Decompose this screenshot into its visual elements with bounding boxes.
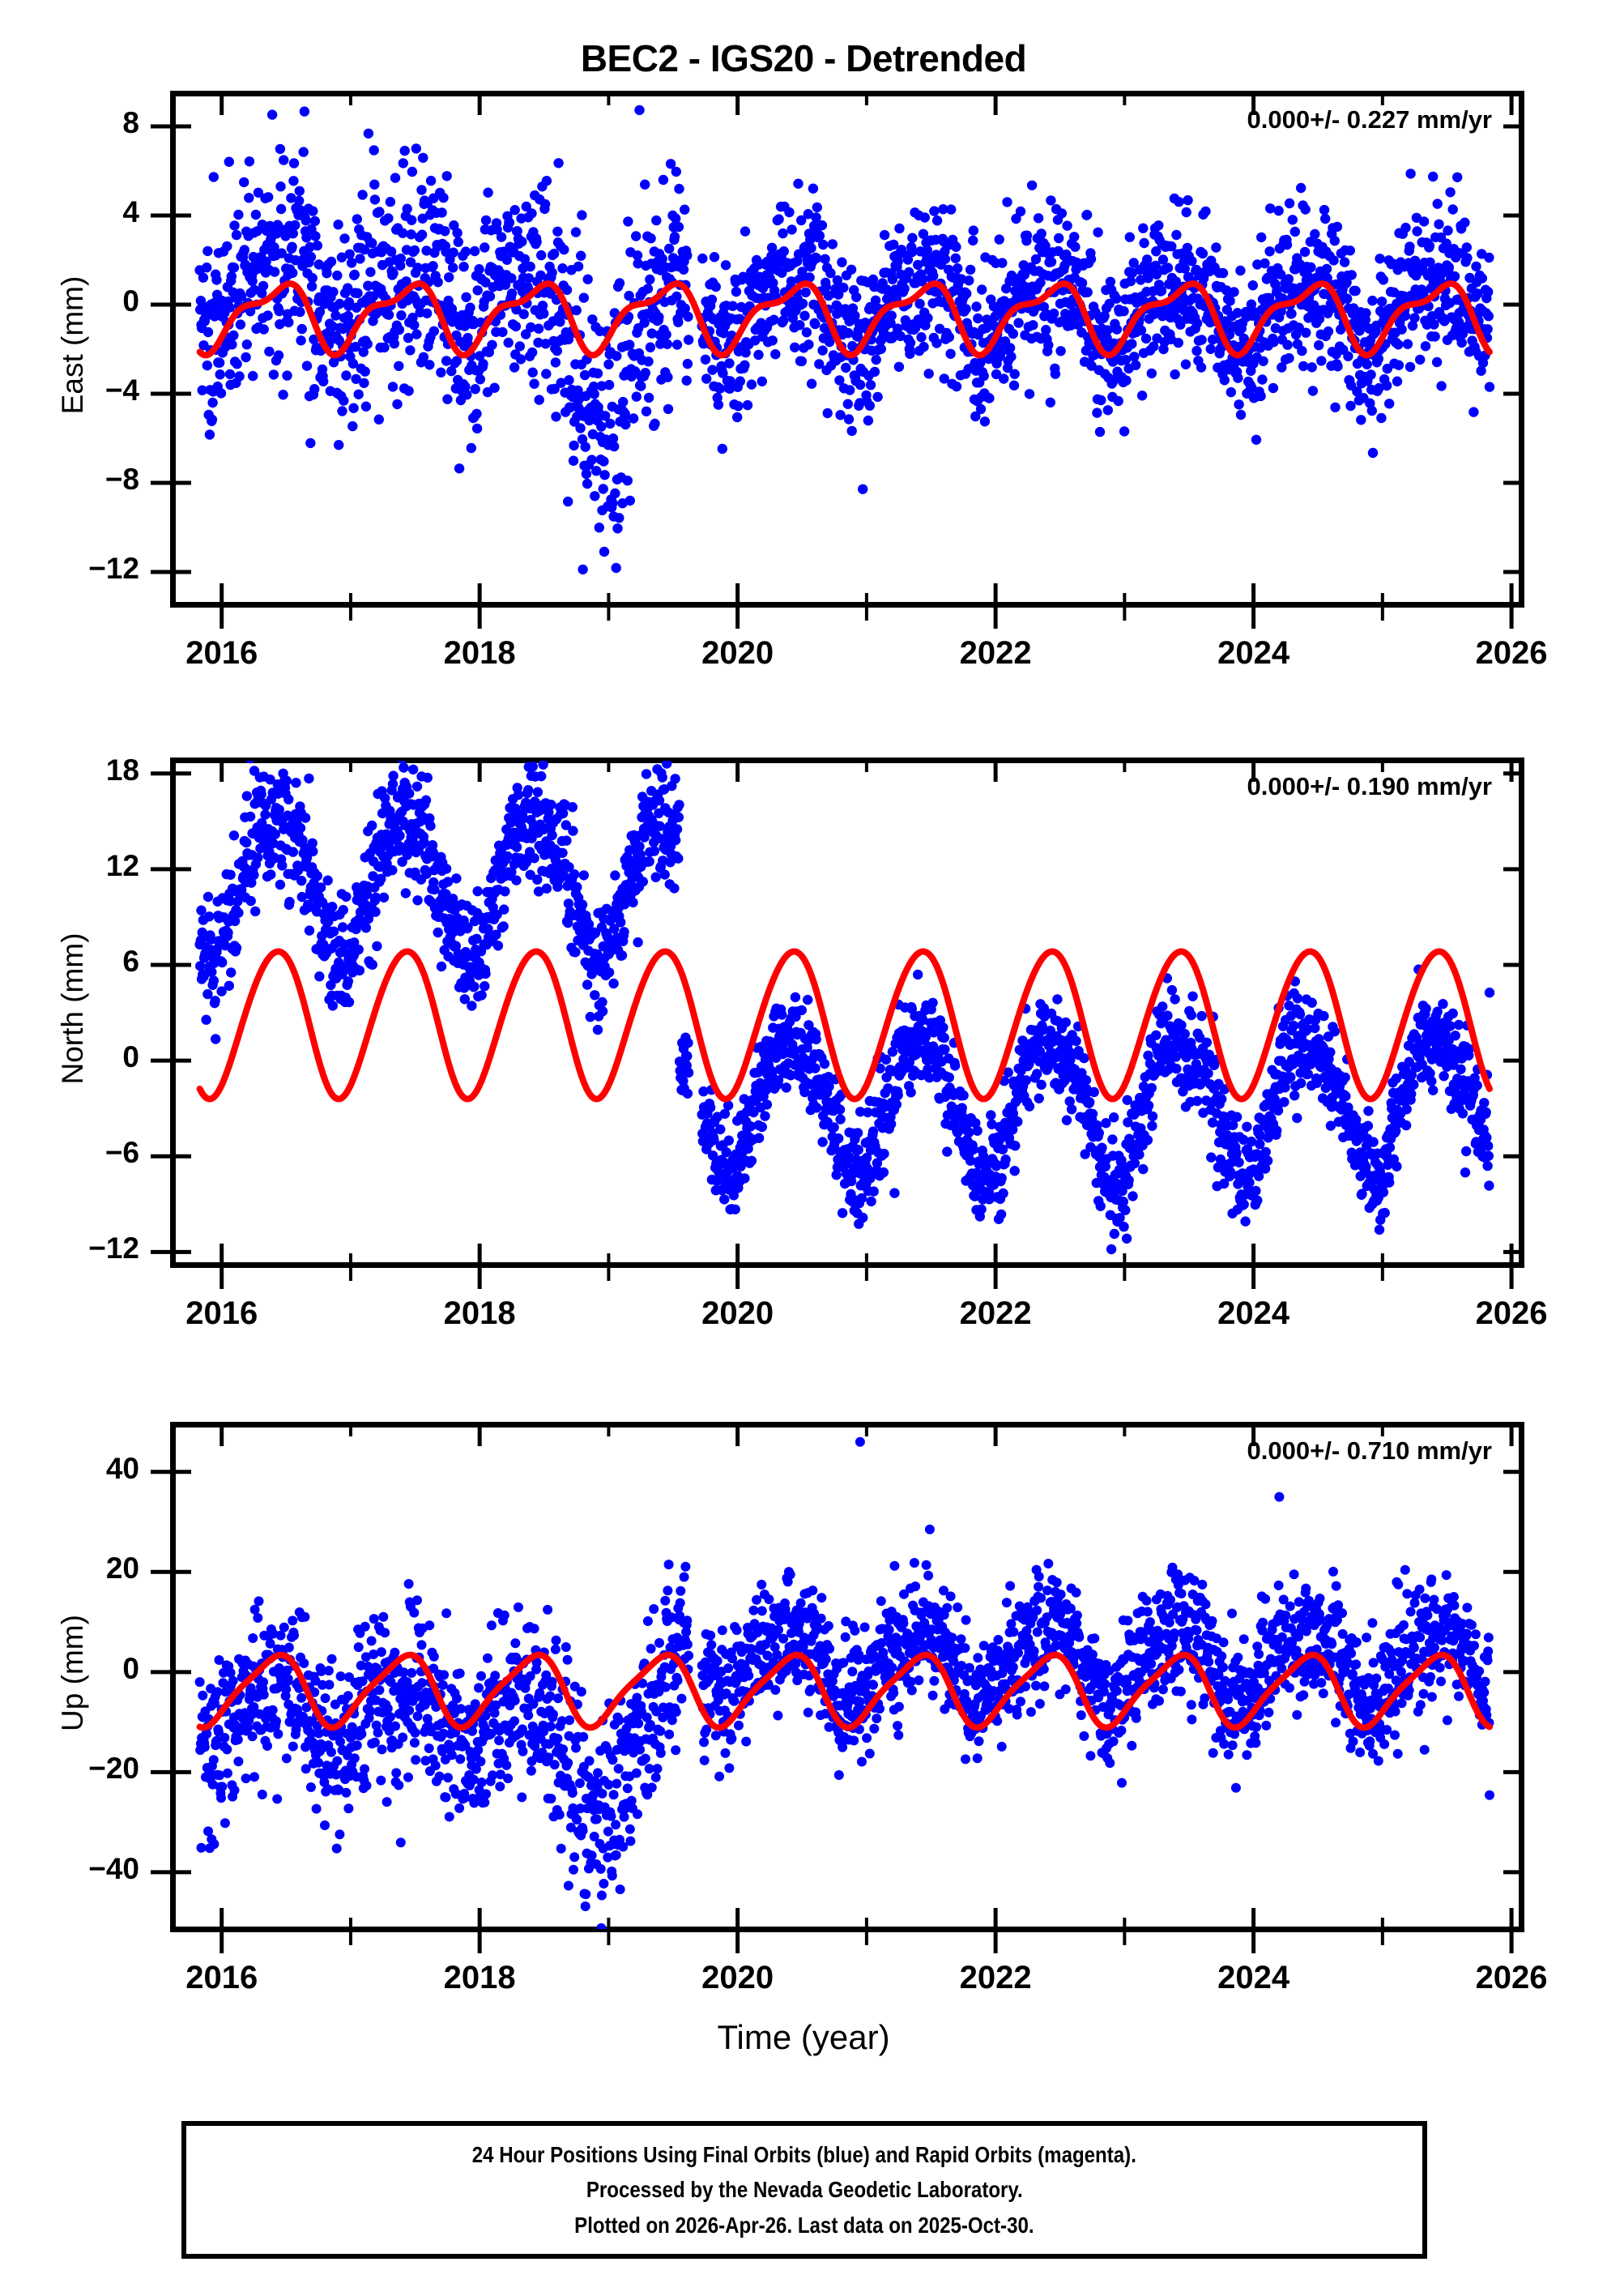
yaxis-ticks-north [151, 771, 172, 1254]
xaxis-title: Time (year) [717, 2018, 890, 2056]
plot-area-north [170, 758, 1524, 1268]
ytick-label-east-5: −12 [88, 552, 139, 585]
xtick-label-east-1: 2018 [443, 635, 516, 671]
xaxis-ticks-north [220, 1268, 1514, 1289]
xaxis-ticks-east [220, 608, 1514, 629]
ytick-label-north-5: −12 [88, 1231, 139, 1265]
yaxis-title-up: Up (mm) [56, 1615, 89, 1731]
ytick-label-east-3: −4 [104, 373, 139, 407]
xtick-label-east-4: 2024 [1217, 635, 1290, 671]
ytick-label-up-1: 20 [105, 1551, 139, 1585]
ytick-label-north-0: 18 [105, 753, 139, 787]
xtick-label-north-0: 2016 [185, 1295, 258, 1331]
ytick-label-east-2: 0 [122, 284, 139, 318]
xtick-label-east-5: 2026 [1475, 635, 1548, 671]
model-fit-line-up [196, 1651, 1493, 1731]
caption-line-3: Plotted on 2026-Apr-26. Last data on 202… [574, 2212, 1034, 2238]
rate-annotation-east: 0.000+/- 0.227 mm/yr [1247, 105, 1492, 134]
yaxis-title-east: East (mm) [56, 275, 89, 415]
yaxis-ticks-east [151, 124, 172, 574]
panel-up: 40 20 0 −20 −40 2016 2018 2020 2022 2024 2026 Up (m… [56, 1422, 1548, 1995]
xtick-label-north-2: 2020 [701, 1295, 774, 1331]
plot-area-east [170, 91, 1524, 608]
ytick-label-north-4: −6 [104, 1136, 139, 1170]
ytick-label-north-2: 6 [122, 944, 139, 978]
caption-line-2: Processed by the Nevada Geodetic Laborat… [586, 2177, 1023, 2203]
xtick-label-up-5: 2026 [1475, 1960, 1548, 1995]
rate-annotation-north: 0.000+/- 0.190 mm/yr [1247, 772, 1492, 800]
ytick-label-up-4: −40 [88, 1851, 139, 1885]
xtick-label-east-2: 2020 [701, 635, 774, 671]
xtick-label-north-5: 2026 [1475, 1295, 1548, 1331]
ytick-label-up-3: −20 [88, 1752, 139, 1786]
ytick-label-east-4: −8 [104, 463, 139, 496]
ytick-label-east-1: 4 [122, 195, 139, 228]
xtick-label-north-4: 2024 [1217, 1295, 1290, 1331]
ytick-label-north-3: 0 [122, 1040, 139, 1074]
caption-line-1: 24 Hour Positions Using Final Orbits (bl… [471, 2141, 1137, 2167]
ytick-label-north-1: 12 [105, 848, 139, 882]
figure-title: BEC2 - IGS20 - Detrended [580, 37, 1027, 79]
xtick-label-up-1: 2018 [443, 1960, 516, 1995]
xtick-label-up-2: 2020 [701, 1960, 774, 1995]
xtick-label-east-3: 2022 [959, 635, 1032, 671]
xtick-label-north-3: 2022 [959, 1295, 1032, 1331]
xaxis-ticks-up [220, 1932, 1514, 1953]
rate-annotation-up: 0.000+/- 0.710 mm/yr [1247, 1436, 1492, 1465]
yaxis-ticks-up [151, 1470, 172, 1875]
caption-box: 24 Hour Positions Using Final Orbits (bl… [181, 2121, 1427, 2259]
panel-north: 18 12 6 0 −6 −12 2016 2018 2020 2022 2024 2026 North… [56, 753, 1548, 1331]
ytick-label-up-2: 0 [122, 1651, 139, 1685]
ytick-label-east-0: 8 [122, 106, 139, 139]
yaxis-title-north: North (mm) [56, 932, 89, 1085]
plot-area-up [170, 1422, 1524, 1932]
xtick-label-up-3: 2022 [959, 1960, 1032, 1995]
xtick-label-up-0: 2016 [185, 1960, 258, 1995]
xtick-label-up-4: 2024 [1217, 1960, 1290, 1995]
model-fit-line-east [196, 280, 1493, 359]
xtick-label-north-1: 2018 [443, 1295, 516, 1331]
model-fit-line-north [196, 948, 1493, 1103]
ytick-label-up-0: 40 [105, 1451, 139, 1485]
xtick-label-east-0: 2016 [185, 635, 258, 671]
panel-east: 8 4 0 −4 −8 −12 2016 2018 2020 2022 2024 2026 East (… [56, 91, 1548, 671]
